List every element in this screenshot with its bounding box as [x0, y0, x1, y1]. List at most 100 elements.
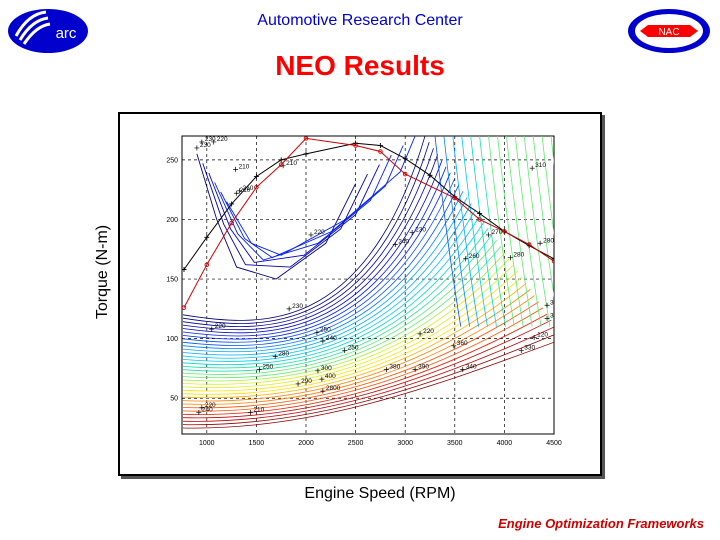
contour-label: 210	[239, 163, 250, 170]
wot-curve-point	[229, 201, 235, 207]
contour-label: 2800	[326, 385, 341, 392]
nac-logo-text: NAC	[658, 27, 679, 38]
contour-label-marker	[412, 367, 418, 373]
contour-label-marker	[286, 306, 292, 312]
contour-label: 400	[325, 373, 336, 380]
wot-curve-point	[551, 256, 554, 262]
contour-label: 220	[314, 229, 325, 236]
contour-line	[182, 141, 430, 324]
contour-label-marker	[256, 367, 262, 373]
contour-line	[182, 319, 552, 419]
contour-label-marker	[544, 302, 550, 308]
contour-label-marker	[247, 410, 253, 416]
y-tick-label: 150	[166, 277, 178, 284]
contour-line	[182, 313, 548, 415]
contour-lines	[182, 136, 554, 429]
contour-label-marker	[211, 139, 217, 145]
contour-line	[182, 148, 434, 327]
contour-label: 210	[286, 160, 297, 167]
optimum-curve-point	[353, 143, 358, 148]
contour-label: 330	[524, 345, 535, 352]
contour-label-marker	[315, 368, 321, 374]
optimum-curve	[183, 137, 554, 308]
figure-frame: 230 220 230 210 210 210 210 220 230 240 260 270 280 2…	[118, 112, 602, 476]
contour-label: 210	[240, 187, 251, 194]
contour-label: 230	[292, 303, 303, 310]
contour-line	[182, 178, 455, 343]
contour-label: 220	[217, 136, 228, 143]
contour-label: 230	[200, 142, 211, 149]
contour-label-marker	[194, 145, 200, 151]
contour-line	[182, 289, 531, 402]
contour-label: 240	[398, 238, 409, 245]
plot-area	[181, 135, 555, 435]
contour-line	[182, 221, 485, 366]
axis-ticks: 1000 1500 2000 2500 3000 3500 4000 4500 50 100 150…	[166, 157, 562, 447]
contour-line	[182, 233, 493, 372]
contour-line	[182, 191, 464, 350]
optimum-curve-point	[402, 171, 408, 177]
contour-line	[208, 164, 380, 263]
contour-label-marker	[234, 190, 240, 196]
contour-line	[182, 154, 439, 331]
contour-label: 290	[301, 378, 312, 385]
contour-label-marker	[417, 331, 423, 337]
contour-label-marker	[233, 166, 239, 172]
x-tick-label: 3000	[397, 440, 413, 447]
contour-label-marker	[392, 241, 398, 247]
contour-label-marker	[531, 334, 537, 340]
contour-line	[182, 203, 472, 356]
contour-line	[220, 145, 404, 259]
contour-label: 280	[513, 252, 524, 259]
optimum-curve-point	[452, 195, 458, 201]
contour-line	[226, 136, 416, 256]
wot-curve-point	[377, 143, 383, 149]
x-tick-label: 1500	[249, 440, 265, 447]
contour-label-marker	[451, 343, 457, 349]
contour-label-marker	[463, 256, 469, 262]
contour-label-marker	[537, 240, 543, 246]
contour-line	[182, 197, 468, 353]
contour-label-marker	[320, 338, 326, 344]
contour-label: 250	[262, 364, 273, 371]
contour-label: 280	[543, 237, 554, 244]
contour-label-marker	[272, 354, 278, 360]
contour-label-marker	[280, 163, 286, 169]
grid	[182, 136, 554, 434]
contour-label-marker	[308, 232, 314, 238]
contour-line	[550, 136, 554, 166]
contour-label: 210	[253, 407, 264, 414]
contour-label-marker	[196, 410, 202, 416]
y-tick-label: 200	[166, 217, 178, 224]
wot-curve-point	[477, 210, 483, 216]
contour-line	[182, 307, 544, 412]
optimum-curve-point	[204, 262, 210, 267]
contour-label: 220	[423, 328, 434, 335]
x-tick-label: 2000	[298, 440, 314, 447]
contour-label: 250	[348, 345, 359, 352]
contour-label: 220	[205, 402, 216, 409]
contour-label-marker	[460, 367, 466, 373]
optimum-curve-point	[551, 258, 554, 264]
x-tick-label: 2500	[348, 440, 364, 447]
contour-line	[182, 246, 502, 379]
contour-line	[182, 172, 451, 340]
contour-line	[182, 209, 476, 359]
contour-line	[182, 276, 523, 395]
contour-label: 220	[215, 323, 226, 330]
contour-label: 310	[535, 162, 546, 169]
contour-line	[434, 136, 462, 327]
contour-label: 230	[415, 227, 426, 234]
contour-label: 240	[326, 335, 337, 342]
wot-curve-point	[204, 234, 210, 240]
optimum-curve-point	[303, 136, 309, 141]
contour-line	[532, 136, 554, 299]
contour-label: 210	[243, 185, 254, 192]
contour-label-marker	[409, 230, 415, 236]
header-title: Automotive Research Center	[257, 12, 463, 29]
contour-label-marker	[518, 348, 524, 354]
contour-label-marker	[383, 367, 389, 373]
contour-label-marker	[529, 165, 535, 171]
